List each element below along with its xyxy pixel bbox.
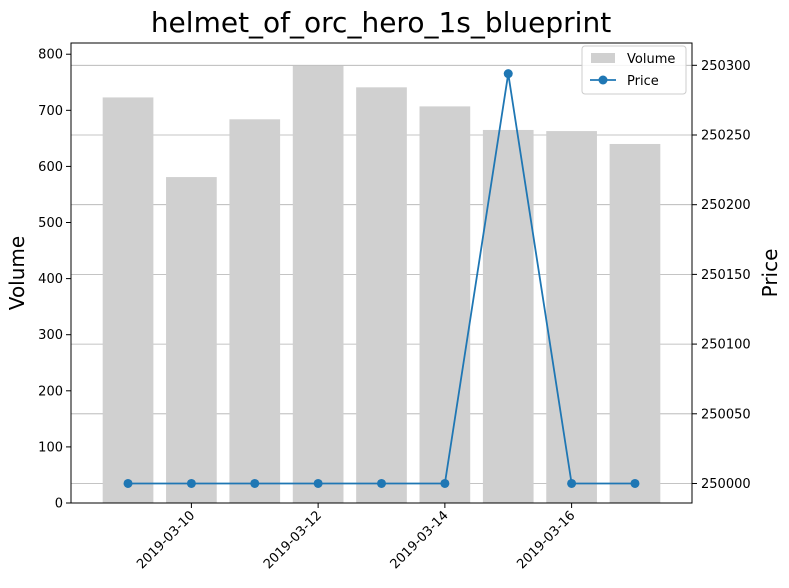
left-tick-label-300: 300 — [38, 328, 63, 343]
bar-2019-03-14 — [419, 106, 471, 503]
x-tick-label-2019-03-14: 2019-03-14 — [388, 508, 452, 572]
left-tick-label-700: 700 — [38, 104, 63, 119]
price-point-2019-03-13 — [377, 478, 386, 488]
left-axis-ticks: 0 100 200 300 400 500 600 700 800 — [38, 48, 71, 512]
price-point-2019-03-10 — [186, 478, 196, 488]
bar-2019-03-16 — [546, 131, 597, 503]
x-tick-label-2019-03-10: 2019-03-10 — [134, 508, 198, 572]
bar-2019-03-13 — [356, 87, 407, 503]
left-tick-label-400: 400 — [38, 272, 63, 287]
price-line — [123, 69, 640, 488]
legend-price-label: Price — [627, 74, 659, 89]
right-tick-label-250250: 250250 — [701, 129, 751, 144]
bar-2019-03-11 — [229, 119, 281, 503]
right-tick-label-250300: 250300 — [701, 59, 751, 74]
price-point-2019-03-17 — [630, 478, 640, 488]
price-point-2019-03-16 — [567, 478, 577, 488]
bar-2019-03-10 — [166, 177, 217, 503]
left-tick-label-100: 100 — [38, 440, 63, 455]
right-tick-label-250000: 250000 — [701, 477, 751, 492]
legend: Volume Price — [581, 45, 687, 95]
left-tick-label-200: 200 — [38, 384, 63, 399]
legend-volume-swatch — [591, 53, 615, 63]
x-tick-label-2019-03-12: 2019-03-12 — [261, 508, 325, 572]
left-tick-label-0: 0 — [55, 497, 63, 512]
price-point-2019-03-14 — [440, 478, 450, 488]
price-point-2019-03-12 — [313, 478, 323, 488]
legend-volume-label: Volume — [627, 52, 675, 67]
bar-2019-03-17 — [609, 143, 661, 503]
left-tick-label-500: 500 — [38, 216, 63, 231]
x-axis-ticks: 2019-03-10 2019-03-12 2019-03-14 2019-03-16 — [134, 503, 578, 572]
x-tick-label-2019-03-16: 2019-03-16 — [514, 508, 578, 572]
right-tick-label-250200: 250200 — [701, 198, 751, 213]
plot-frame — [70, 42, 693, 504]
volume-bars — [102, 65, 661, 503]
right-axis-title: Price — [758, 249, 782, 298]
right-tick-label-250100: 250100 — [701, 338, 751, 353]
price-point-2019-03-09 — [123, 478, 133, 488]
bar-2019-03-12 — [292, 65, 344, 503]
legend-price-marker — [598, 75, 608, 85]
price-point-2019-03-11 — [250, 478, 260, 488]
left-tick-label-600: 600 — [38, 160, 63, 175]
bar-2019-03-15 — [482, 129, 534, 503]
price-point-2019-03-15 — [503, 69, 513, 79]
bar-2019-03-09 — [102, 97, 154, 503]
right-tick-label-250050: 250050 — [701, 407, 751, 422]
right-axis-ticks: 250000 250050 250100 250150 250200 250250 2503… — [692, 59, 751, 492]
left-axis-title: Volume — [5, 236, 29, 310]
right-tick-label-250150: 250150 — [701, 268, 751, 283]
left-tick-label-800: 800 — [38, 48, 63, 63]
chart-title: helmet_of_orc_hero_1s_blueprint — [151, 6, 611, 39]
